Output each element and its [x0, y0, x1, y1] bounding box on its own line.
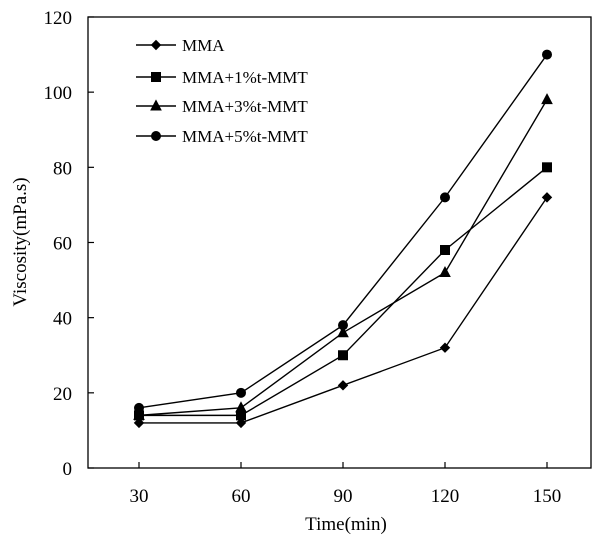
diamond-point — [337, 380, 349, 391]
x-tick-label: 150 — [533, 486, 562, 507]
legend: MMA MMA+1%t-MMT MMA+3%t-MMT MMA+5%t-MMT — [136, 36, 308, 146]
circle-point — [236, 387, 246, 398]
y-tick-label: 20 — [53, 384, 72, 405]
x-axis-label: Time(min) — [305, 514, 387, 535]
y-axis: 0 20 40 60 80 100 120 — [44, 8, 94, 480]
series-line — [138, 99, 548, 417]
legend-item: MMA+5%t-MMT — [136, 127, 308, 146]
legend-item: MMA+3%t-MMT — [136, 97, 308, 116]
series-mma-5-t-mmt — [134, 49, 552, 413]
legend-circle-marker — [151, 131, 161, 141]
legend-item: MMA+1%t-MMT — [136, 68, 308, 87]
square-point — [542, 162, 552, 173]
series-mma-3-t-mmt — [133, 93, 553, 420]
circle-point — [338, 320, 348, 331]
x-axis: 30 60 90 120 150 — [130, 462, 562, 507]
triangle-point — [439, 265, 451, 278]
legend-label: MMA+3%t-MMT — [182, 97, 308, 116]
legend-label: MMA+5%t-MMT — [182, 127, 308, 146]
circle-point — [542, 49, 552, 60]
diamond-point — [133, 417, 145, 429]
series-mma — [133, 192, 553, 429]
triangle-point — [235, 401, 247, 413]
triangle-point — [133, 408, 145, 420]
x-tick-label: 90 — [334, 486, 353, 507]
circle-point — [134, 402, 144, 413]
x-tick-label: 30 — [130, 486, 149, 507]
legend-triangle-marker — [150, 99, 162, 111]
diamond-point — [541, 192, 553, 203]
x-tick-label: 60 — [232, 486, 251, 507]
diamond-point — [439, 342, 451, 353]
legend-label: MMA — [182, 36, 225, 55]
y-tick-label: 120 — [44, 8, 73, 29]
legend-label: MMA+1%t-MMT — [182, 68, 308, 87]
circle-point — [440, 192, 450, 203]
y-tick-label: 80 — [53, 158, 72, 179]
y-tick-label: 0 — [63, 459, 73, 480]
y-tick-label: 60 — [53, 233, 72, 254]
square-point — [440, 245, 450, 256]
legend-diamond-marker — [150, 39, 162, 51]
legend-square-marker — [151, 72, 161, 82]
legend-item: MMA — [136, 36, 225, 55]
triangle-point — [541, 93, 553, 105]
x-tick-label: 120 — [431, 486, 460, 507]
y-axis-label: Viscosity(mPa.s) — [10, 177, 31, 306]
y-tick-label: 100 — [44, 83, 73, 104]
square-point — [338, 350, 348, 361]
series-layer — [133, 49, 553, 429]
triangle-point — [337, 326, 349, 338]
y-tick-label: 40 — [53, 309, 72, 330]
diamond-point — [235, 417, 247, 429]
